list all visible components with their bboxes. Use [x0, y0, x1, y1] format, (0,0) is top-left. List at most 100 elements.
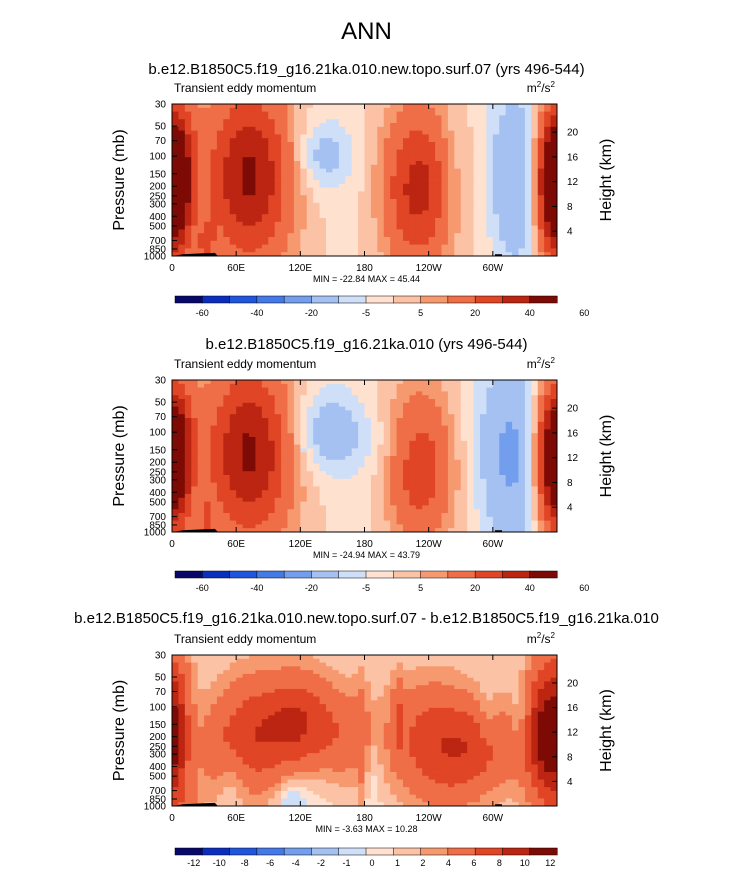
- field-cell: [306, 244, 314, 249]
- field-cell: [332, 206, 340, 211]
- field-cell: [204, 191, 211, 196]
- field-cell: [358, 395, 365, 400]
- field-cell: [242, 410, 250, 415]
- field-cell: [229, 410, 237, 415]
- field-cell: [184, 501, 192, 506]
- field-cell: [287, 383, 295, 388]
- field-cell: [505, 528, 513, 533]
- field-cell: [499, 509, 507, 514]
- field-cell: [178, 214, 186, 219]
- field-cell: [447, 437, 455, 442]
- field-cell: [197, 180, 205, 185]
- field-cell: [274, 115, 282, 120]
- field-cell: [505, 490, 513, 495]
- field-cell: [518, 399, 526, 404]
- field-cell: [345, 429, 353, 434]
- field-cell: [512, 149, 519, 154]
- field-cell: [435, 399, 442, 404]
- field-cell: [216, 130, 224, 135]
- field-cell: [300, 387, 308, 392]
- field-cell: [441, 214, 449, 219]
- field-cell: [300, 248, 308, 253]
- field-cell: [383, 433, 391, 438]
- field-cell: [422, 221, 430, 226]
- field-cell: [537, 528, 545, 533]
- field-cell: [467, 513, 474, 518]
- field-cell: [223, 475, 231, 480]
- field-cell: [293, 516, 301, 521]
- field-cell: [544, 161, 551, 166]
- field-cell: [390, 168, 397, 173]
- field-cell: [364, 463, 372, 468]
- field-cell: [172, 478, 179, 483]
- field-cell: [428, 130, 436, 135]
- field-cell: [332, 444, 340, 449]
- field-cell: [447, 494, 455, 499]
- field-cell: [364, 516, 372, 521]
- field-cell: [460, 176, 468, 181]
- field-cell: [338, 252, 346, 257]
- field-cell: [518, 107, 526, 112]
- height-tick-label: 4: [567, 227, 573, 238]
- field-cell: [370, 164, 378, 169]
- field-cell: [274, 513, 282, 518]
- field-cell: [396, 199, 404, 204]
- field-cell: [338, 516, 346, 521]
- field-cell: [223, 130, 231, 135]
- field-cell: [216, 478, 224, 483]
- field-cell: [364, 145, 372, 150]
- field-cell: [223, 391, 231, 396]
- field-cell: [172, 387, 179, 392]
- field-cell: [467, 459, 474, 464]
- field-cell: [287, 399, 295, 404]
- field-cell: [518, 467, 526, 472]
- field-cell: [467, 395, 474, 400]
- field-cell: [178, 486, 186, 491]
- field-cell: [255, 391, 263, 396]
- field-cell: [236, 399, 243, 404]
- field-cell: [229, 475, 237, 480]
- field-cell: [480, 138, 487, 143]
- field-cell: [345, 191, 353, 196]
- field-cell: [383, 391, 391, 396]
- field-cell: [184, 387, 192, 392]
- field-cell: [531, 410, 539, 415]
- field-cell: [518, 142, 526, 147]
- field-cell: [300, 425, 308, 430]
- field-cell: [492, 104, 500, 109]
- field-cell: [460, 494, 468, 499]
- field-cell: [505, 448, 513, 453]
- field-cell: [184, 210, 192, 215]
- field-cell: [505, 191, 513, 196]
- field-cell: [537, 478, 545, 483]
- field-cell: [210, 210, 218, 215]
- field-cell: [293, 172, 301, 177]
- field-cell: [473, 486, 481, 491]
- field-cell: [480, 459, 487, 464]
- field-cell: [396, 206, 404, 211]
- field-cell: [390, 202, 397, 207]
- field-cell: [338, 501, 346, 506]
- field-cell: [550, 153, 558, 158]
- field-cell: [403, 440, 410, 445]
- field-cell: [332, 402, 340, 407]
- field-cell: [210, 130, 218, 135]
- field-cell: [268, 402, 276, 407]
- field-cell: [524, 191, 532, 196]
- field-cell: [415, 244, 423, 249]
- field-cell: [255, 425, 263, 430]
- field-cell: [242, 107, 250, 112]
- field-cell: [178, 221, 186, 226]
- field-cell: [306, 490, 314, 495]
- field-cell: [364, 252, 372, 257]
- field-cell: [492, 520, 500, 525]
- field-cell: [293, 233, 301, 238]
- field-cell: [338, 119, 346, 124]
- field-cell: [281, 153, 288, 158]
- field-cell: [364, 383, 372, 388]
- field-cell: [383, 134, 391, 139]
- field-cell: [216, 421, 224, 426]
- field-cell: [383, 199, 391, 204]
- field-cell: [255, 448, 263, 453]
- field-cell: [415, 161, 423, 166]
